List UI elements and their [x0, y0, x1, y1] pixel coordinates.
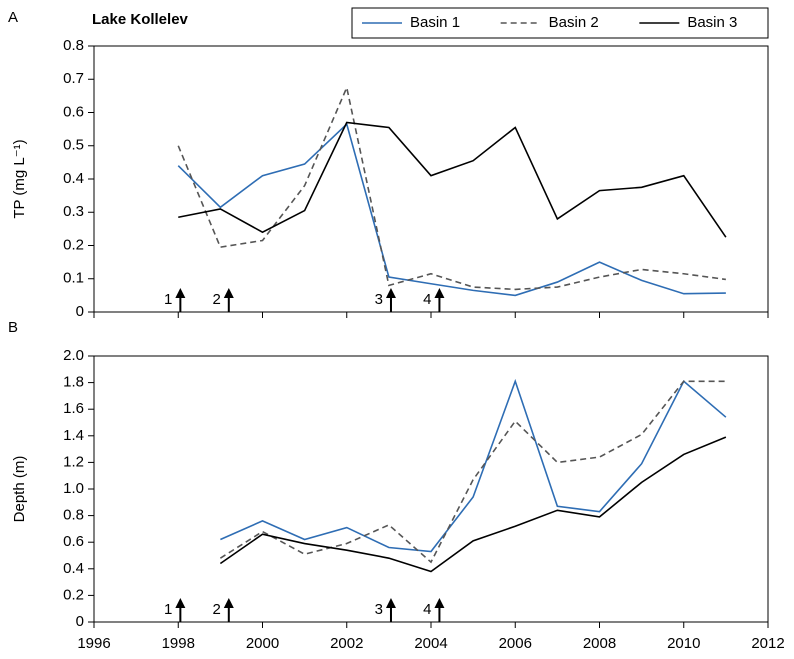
legend-label: Basin 1 [410, 14, 460, 31]
event-arrowhead [434, 288, 445, 298]
y-tick-label: 0.8 [63, 37, 84, 54]
y-axis-label: Depth (m) [11, 456, 28, 523]
y-tick-label: 1.6 [63, 400, 84, 417]
series-line [219, 380, 726, 564]
event-arrowhead [175, 598, 186, 608]
event-label: 3 [375, 601, 383, 618]
series-line [220, 378, 727, 553]
y-tick-label: 0.6 [63, 533, 84, 550]
y-tick-label: 0.8 [63, 507, 84, 524]
legend-box [351, 7, 769, 39]
y-tick-label: 0.2 [63, 586, 84, 603]
series-line [219, 436, 727, 573]
x-tick-label: 2000 [246, 635, 279, 652]
y-axis-label: TP (mg L⁻¹) [11, 139, 28, 218]
y-tick-label: 0.7 [63, 70, 84, 87]
event-label: 4 [423, 601, 431, 618]
x-tick-label: 2002 [330, 635, 363, 652]
event-arrowhead [434, 598, 445, 608]
y-tick-label: 2.0 [63, 347, 84, 364]
y-tick-label: 0.3 [63, 203, 84, 220]
y-tick-label: 0.6 [63, 103, 84, 120]
x-tick-label: 2008 [583, 635, 616, 652]
series-line [177, 122, 726, 297]
x-tick-label: 2004 [414, 635, 447, 652]
y-tick-label: 1.8 [63, 374, 84, 391]
event-label: 1 [164, 291, 172, 308]
y-tick-label: 0 [76, 613, 84, 630]
y-tick-label: 0.2 [63, 236, 84, 253]
y-tick-label: 0.4 [63, 560, 84, 577]
y-tick-label: 0.4 [63, 170, 84, 187]
y-tick-label: 0.1 [63, 270, 84, 287]
legend-label: Basin 2 [549, 14, 599, 31]
chart-title: Lake Kollelev [92, 11, 189, 28]
event-label: 2 [212, 291, 220, 308]
panel-label: A [8, 9, 18, 26]
y-tick-label: 1.0 [63, 480, 84, 497]
plot-frame [93, 355, 769, 623]
y-tick-label: 0.5 [63, 137, 84, 154]
panel-label: B [8, 319, 18, 336]
event-label: 1 [164, 601, 172, 618]
event-label: 2 [212, 601, 220, 618]
event-arrowhead [175, 288, 186, 298]
event-arrowhead [385, 598, 396, 608]
event-label: 4 [423, 291, 431, 308]
x-tick-label: 2010 [667, 635, 700, 652]
series-line [177, 84, 726, 291]
x-tick-label: 2012 [751, 635, 784, 652]
series-line [178, 121, 727, 238]
event-arrowhead [223, 598, 234, 608]
legend-label: Basin 3 [687, 14, 737, 31]
y-tick-label: 0 [76, 303, 84, 320]
event-label: 3 [375, 291, 383, 308]
x-tick-label: 2006 [499, 635, 532, 652]
y-tick-label: 1.2 [63, 453, 84, 470]
event-arrowhead [385, 288, 396, 298]
event-arrowhead [223, 288, 234, 298]
x-tick-label: 1998 [162, 635, 195, 652]
x-tick-label: 1996 [77, 635, 110, 652]
y-tick-label: 1.4 [63, 427, 84, 444]
